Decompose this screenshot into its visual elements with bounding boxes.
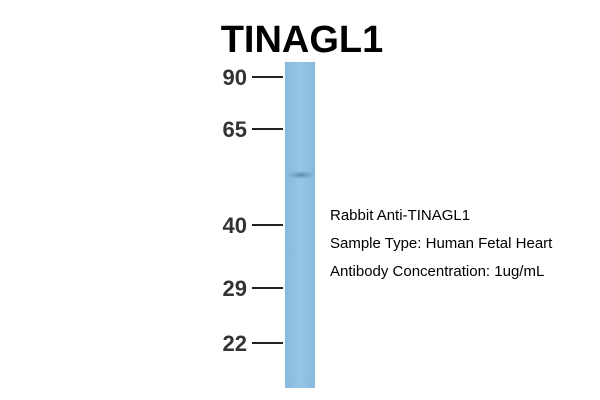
marker-ladder: 90 65 40 29 22 [223, 65, 283, 356]
marker-label: 22 [223, 331, 247, 356]
lane [285, 62, 315, 388]
marker-label: 40 [223, 213, 247, 238]
marker-label: 29 [223, 276, 247, 301]
annotation: Sample Type: Human Fetal Heart [330, 235, 553, 252]
band [287, 171, 315, 179]
marker-label: 65 [223, 117, 247, 142]
marker-label: 90 [223, 65, 247, 90]
title: TINAGL1 [221, 19, 384, 61]
annotation: Rabbit Anti-TINAGL1 [330, 207, 470, 224]
annotation: Antibody Concentration: 1ug/mL [330, 263, 544, 280]
annotations: Rabbit Anti-TINAGL1 Sample Type: Human Fe… [330, 207, 553, 280]
